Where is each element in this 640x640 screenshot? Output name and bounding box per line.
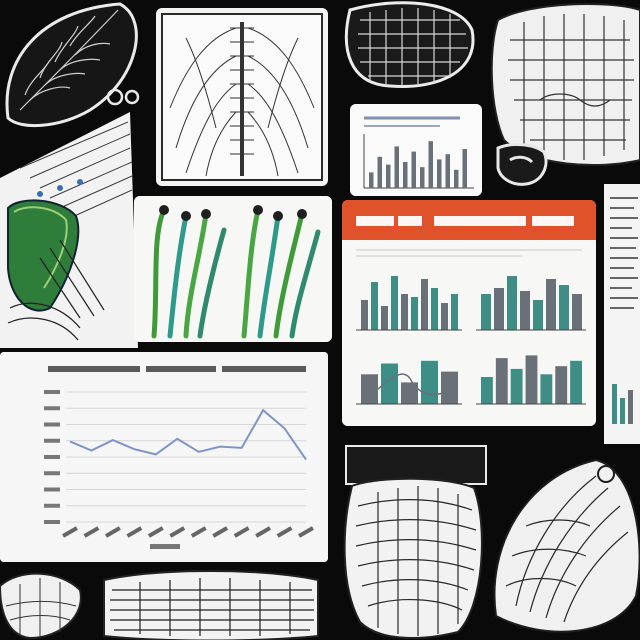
report-bar <box>441 371 458 404</box>
small-chart <box>350 104 482 196</box>
small-chart-bar <box>420 167 425 188</box>
leaf-illustration-tile <box>0 0 150 130</box>
report-bar <box>555 366 568 404</box>
anatomy-chart-panel <box>0 108 138 348</box>
circle-glyph-icon <box>106 86 140 108</box>
y-tick-label <box>44 471 60 476</box>
small-chart-bar <box>369 172 374 188</box>
plant-illustration-card <box>134 196 332 342</box>
x-tick-label <box>126 526 143 538</box>
small-chart-bar <box>462 149 467 188</box>
report-bar <box>391 276 398 330</box>
y-tick-label <box>44 390 60 394</box>
spine-diagram-card <box>156 8 328 186</box>
report-bar <box>520 291 530 330</box>
x-tick-label <box>104 526 121 538</box>
clamp-icon <box>492 142 550 188</box>
report-bar <box>570 360 582 404</box>
report-bar <box>361 300 368 330</box>
report-bar <box>510 368 523 404</box>
small-chart-card <box>350 104 482 196</box>
spine-diagram <box>161 13 323 181</box>
report-bar <box>451 294 458 330</box>
report-bar <box>361 374 378 404</box>
small-chart-bar <box>411 151 416 188</box>
leaf-outline-tile <box>0 566 84 640</box>
small-chart-bar <box>437 159 442 188</box>
y-tick-label <box>44 455 60 459</box>
report-bar <box>495 358 508 404</box>
y-tick-label <box>44 422 60 427</box>
shell-structure-tile <box>486 446 640 640</box>
report-card <box>342 200 596 426</box>
x-tick-label <box>169 526 186 538</box>
line-chart-card <box>0 352 328 562</box>
cell-mesh-tile <box>340 0 480 92</box>
x-tick-label <box>147 526 164 538</box>
report-bar <box>572 294 582 330</box>
jaw-structure-tile <box>490 0 640 170</box>
y-tick-label <box>44 406 60 411</box>
jaw-structure-illustration <box>490 3 640 167</box>
report-bar <box>421 360 438 404</box>
small-chart-bar <box>454 169 459 188</box>
leaf-illustration <box>5 2 138 128</box>
report-bar <box>371 282 378 330</box>
x-tick-label <box>255 526 272 538</box>
y-tick-label <box>44 520 60 524</box>
report-bar <box>533 300 543 330</box>
x-tick-label <box>233 526 250 538</box>
muscle-fiber-illustration <box>343 445 487 639</box>
small-chart-bar <box>445 154 450 188</box>
report-bar <box>401 294 408 330</box>
side-text-panel <box>604 184 640 444</box>
report-bar <box>559 285 569 330</box>
report-bar <box>411 297 418 330</box>
report-bar <box>507 276 517 330</box>
x-tick-label <box>276 526 293 538</box>
x-tick-label <box>298 526 314 538</box>
report-bar <box>381 363 398 404</box>
small-chart-bar <box>386 164 391 188</box>
report-bar <box>441 303 448 330</box>
x-tick-label <box>62 526 78 538</box>
small-chart-bar <box>403 162 408 188</box>
shell-structure-illustration <box>493 458 640 633</box>
report-header <box>342 200 596 240</box>
anatomy-chart <box>0 112 138 348</box>
report-bar <box>481 294 491 330</box>
report-bar <box>481 377 493 404</box>
line-chart <box>0 352 328 562</box>
report-bar <box>401 382 418 404</box>
report-bar <box>421 279 428 330</box>
x-tick-label <box>190 526 207 538</box>
report-charts <box>342 240 596 426</box>
small-chart-bar <box>377 156 382 188</box>
x-tick-label <box>83 526 100 538</box>
small-chart-bar <box>394 146 399 188</box>
muscle-fiber-tile <box>338 436 488 640</box>
y-tick-label <box>44 503 60 508</box>
small-chart-bar <box>428 141 433 188</box>
report-bar <box>381 306 388 330</box>
x-tick-label <box>212 526 229 538</box>
horizontal-fiber-tile <box>100 566 322 640</box>
report-bar <box>546 279 556 330</box>
plant-illustration <box>134 196 332 342</box>
report-bar <box>540 374 553 404</box>
report-bar <box>494 288 504 330</box>
y-tick-label <box>44 487 60 492</box>
cell-mesh-illustration <box>344 1 475 89</box>
report-bar <box>431 288 438 330</box>
y-tick-label <box>44 438 60 443</box>
report-bar <box>525 355 538 404</box>
